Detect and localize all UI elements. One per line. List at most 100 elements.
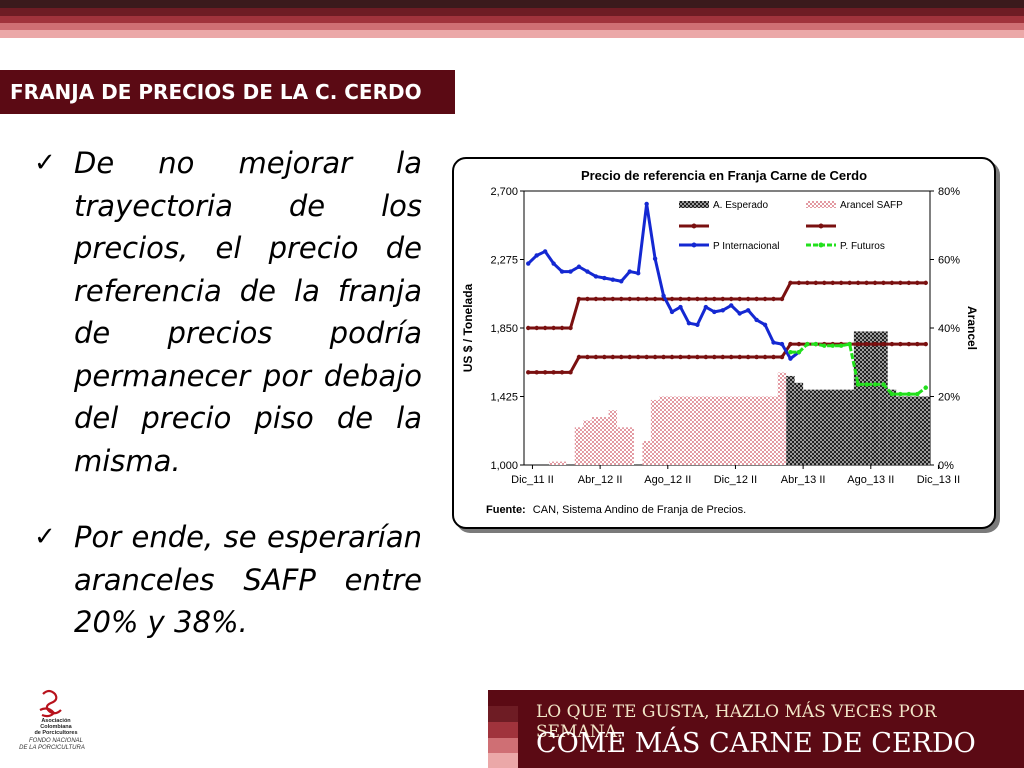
banner-square-1 — [488, 706, 518, 722]
p-internacional-point — [712, 309, 717, 315]
arancel-safp-bar — [718, 396, 727, 465]
franja-techo-point — [822, 280, 827, 286]
franja-techo-point — [593, 296, 599, 302]
p-internacional-point — [686, 320, 692, 326]
legend: A. Esperado Arancel SAFP P Internacional… — [679, 200, 903, 252]
p-futuros-point — [872, 382, 878, 387]
legend-marker-p-internacional — [691, 242, 697, 248]
a-esperado-bar — [811, 389, 821, 465]
franja-piso-point — [788, 341, 793, 347]
p-futuros-point — [889, 391, 895, 397]
a-esperado-bar — [870, 331, 880, 465]
franja-piso-point — [720, 354, 725, 360]
p-internacional-point — [610, 277, 616, 282]
p-futuros-point — [906, 391, 912, 397]
franja-piso-point — [703, 354, 709, 360]
bullet-list: ✓ De no mejorar la trayectoria de los pr… — [30, 142, 422, 678]
y-tick-label: 2,275 — [490, 255, 518, 267]
franja-piso-point — [745, 354, 751, 360]
arancel-safp-bar — [693, 396, 702, 465]
franja-piso-point — [619, 354, 624, 360]
franja-techo-point — [830, 280, 835, 286]
franja-piso-point — [568, 370, 573, 375]
franja-techo-point — [720, 296, 725, 302]
franja-techo-point — [864, 280, 869, 286]
franja-techo-point — [923, 280, 928, 286]
a-esperado-bar — [828, 389, 837, 465]
p-internacional-point — [551, 261, 556, 266]
legend-label-a-esperado: A. Esperado — [713, 200, 768, 211]
logo-line-1: Asociación — [41, 718, 71, 724]
legend-swatch-a-esperado — [679, 201, 709, 208]
franja-techo-point — [881, 280, 886, 286]
bullet-item: ✓ Por ende, se esperarían aranceles SAFP… — [30, 516, 422, 644]
p-futuros-point — [813, 341, 819, 347]
franja-piso-point — [737, 354, 742, 360]
slogan-line-2: COME MÁS CARNE DE CERDO — [536, 728, 976, 759]
franja-techo-point — [619, 296, 624, 302]
a-esperado-bar — [803, 389, 812, 465]
y2-tick-label: 40% — [938, 323, 960, 335]
p-internacional-point — [593, 274, 599, 279]
banner-square-4 — [488, 753, 518, 768]
franja-piso-point — [669, 354, 675, 360]
franja-techo-point — [644, 296, 649, 302]
p-futuros-point — [923, 385, 928, 390]
p-futuros-point — [805, 341, 810, 347]
source-text: CAN, Sistema Andino de Franja de Precios… — [533, 504, 746, 516]
legend-label-p-futuros: P. Futuros — [840, 241, 885, 252]
franja-piso-point — [906, 341, 912, 347]
p-futuros-point — [788, 349, 793, 355]
franja-piso-point — [678, 354, 683, 360]
arancel-safp-bar — [667, 396, 677, 465]
x-tick-label: Ago_13 II — [847, 474, 894, 486]
p-futuros-line — [790, 342, 927, 396]
arancel-safp-bar — [777, 372, 787, 465]
franja-piso-point — [712, 354, 717, 360]
checkmark-icon: ✓ — [34, 522, 56, 552]
arancel-safp-bar — [583, 420, 592, 465]
legend-swatch-arancel-safp — [806, 201, 836, 208]
arancel-safp-bar — [650, 399, 660, 465]
franja-techo-point — [712, 296, 717, 302]
header-stripe-4 — [0, 23, 1024, 30]
bullet-text: Por ende, se esperarían aranceles SAFP e… — [74, 520, 422, 639]
arancel-safp-bar — [617, 427, 626, 465]
p-futuros-point — [822, 343, 827, 348]
p-internacional-point — [585, 269, 590, 274]
arancel-safp-bar — [735, 396, 744, 465]
banner-square-3 — [488, 738, 518, 753]
franja-techo-point — [889, 280, 895, 286]
header-stripe-3 — [0, 16, 1024, 23]
p-internacional-point — [627, 269, 632, 274]
y-axis-label: US $ / Tonelada — [461, 283, 475, 372]
p-internacional-point — [771, 340, 776, 345]
franja-techo-point — [855, 280, 861, 286]
arancel-safp-bar — [625, 427, 634, 465]
franja-techo-point — [754, 296, 759, 302]
p-internacional-point — [754, 317, 759, 323]
p-internacional-point — [652, 256, 658, 261]
legend-label-p-internacional: P Internacional — [713, 241, 780, 252]
left-axis-ticks: 1,000 1,425 1,850 2,275 2,700 — [490, 186, 524, 472]
arancel-safp-bar — [600, 417, 609, 465]
p-internacional-point — [542, 249, 548, 254]
franja-techo-point — [678, 296, 683, 302]
a-esperado-bar — [904, 396, 914, 465]
franja-piso-point — [754, 354, 759, 360]
a-esperado-bar — [794, 382, 804, 465]
legend-label-arancel-safp: Arancel SAFP — [840, 200, 903, 211]
y2-tick-label: 60% — [938, 255, 960, 267]
bullet-item: ✓ De no mejorar la trayectoria de los pr… — [30, 142, 422, 482]
p-internacional-point — [576, 264, 582, 269]
arancel-safp-bar — [752, 396, 761, 465]
a-esperado-bar — [845, 389, 854, 465]
x-axis-ticks: Dic_11 II Abr_12 II Ago_12 II Dic_12 II Abr_… — [511, 465, 960, 486]
arancel-safp-bar — [676, 396, 685, 465]
franja-techo-point — [915, 280, 920, 286]
p-futuros-point — [864, 382, 869, 387]
arancel-safp-bar — [684, 396, 694, 465]
arancel-safp-bar — [608, 410, 618, 465]
banner-square-2 — [488, 722, 518, 738]
franja-techo-point — [703, 296, 709, 302]
